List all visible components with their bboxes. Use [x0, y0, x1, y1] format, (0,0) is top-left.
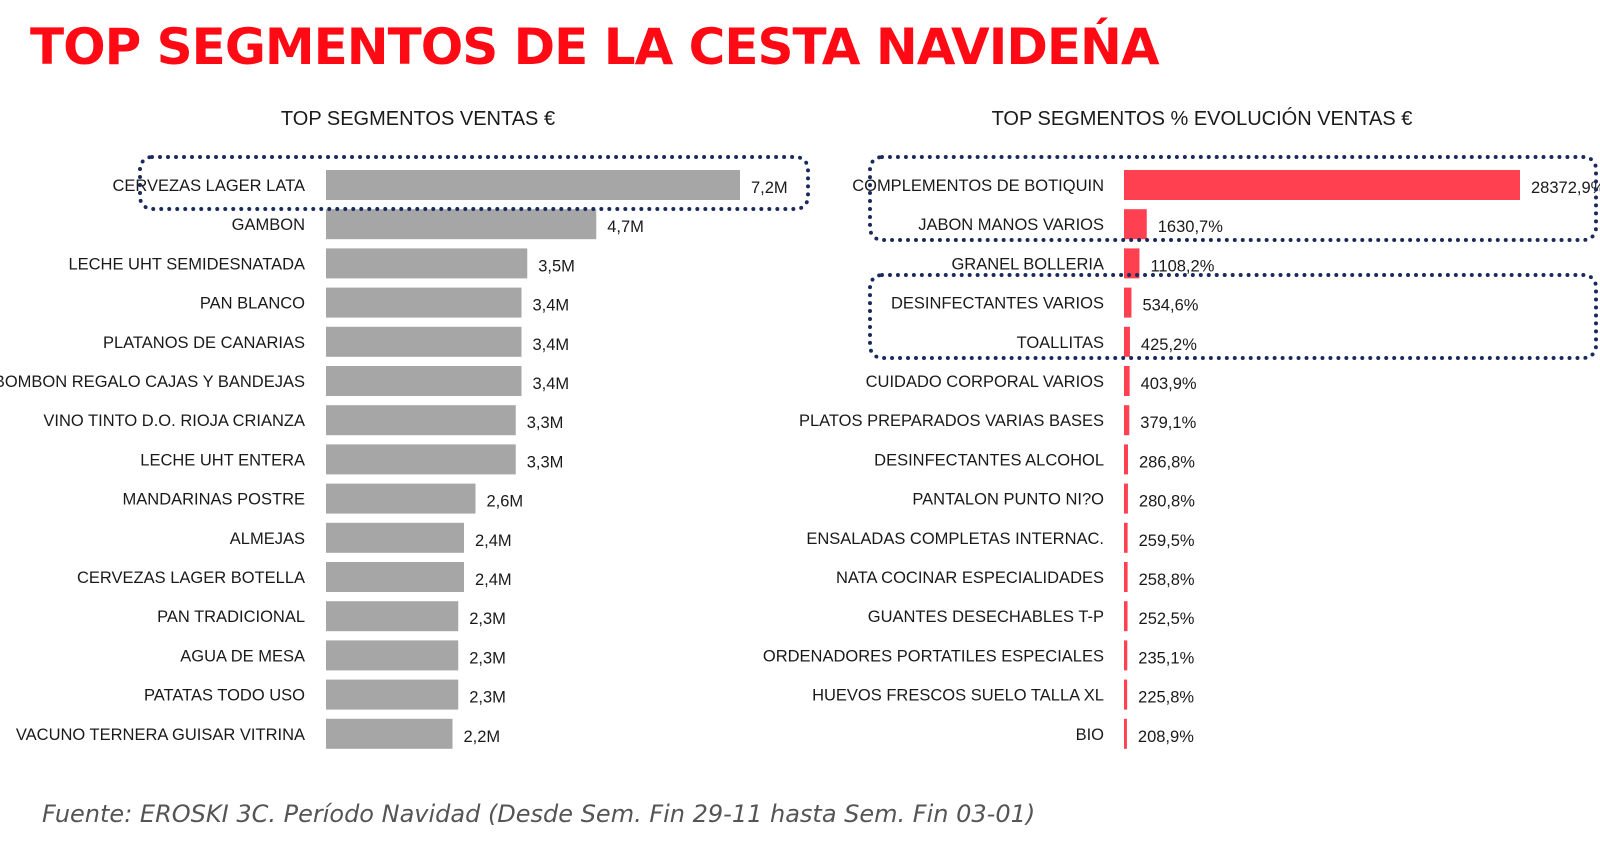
- category-label: ORDENADORES PORTATILES ESPECIALES: [763, 647, 1104, 665]
- page-title: TOP SEGMENTOS DE LA CESTA NAVIDEŃA: [30, 18, 1160, 76]
- category-label: LECHE UHT ENTERA: [140, 451, 305, 469]
- value-label: 2,6M: [487, 493, 524, 511]
- category-label: LECHE UHT SEMIDESNATADA: [68, 255, 305, 273]
- bar: [1124, 718, 1127, 749]
- bar: [1124, 209, 1147, 240]
- value-label: 1108,2%: [1150, 257, 1214, 275]
- growth-bar-chart: COMPLEMENTOS DE BOTIQUIN 28372,9% JABON MA…: [763, 170, 1600, 749]
- bar: [326, 248, 528, 279]
- category-label: CERVEZAS LAGER BOTELLA: [77, 569, 305, 587]
- category-label: GAMBON: [232, 216, 305, 234]
- value-label: 259,5%: [1139, 532, 1195, 550]
- category-label: ENSALADAS COMPLETAS INTERNAC.: [806, 530, 1104, 548]
- sales-bar-chart: CERVEZAS LAGER LATA 7,2M GAMBON 4,7M LECHE U…: [0, 170, 788, 749]
- bar: [326, 640, 459, 671]
- category-label: HUEVOS FRESCOS SUELO TALLA XL: [812, 687, 1104, 705]
- value-label: 403,9%: [1141, 375, 1197, 393]
- category-label: JABON MANOS VARIOS: [918, 216, 1104, 234]
- category-label: COMPLEMENTOS DE BOTIQUIN: [852, 177, 1104, 195]
- category-label: CERVEZAS LAGER LATA: [112, 177, 305, 195]
- category-label: ALMEJAS: [230, 530, 305, 548]
- category-label: TOALLITAS: [1017, 334, 1104, 352]
- category-label: BOMBON REGALO CAJAS Y BANDEJAS: [0, 373, 305, 391]
- bar: [1124, 601, 1128, 632]
- category-label: DESINFECTANTES VARIOS: [891, 295, 1104, 313]
- bar: [1124, 248, 1140, 279]
- value-label: 252,5%: [1139, 610, 1195, 628]
- value-label: 7,2M: [751, 179, 788, 197]
- category-label: VINO TINTO D.O. RIOJA CRIANZA: [43, 412, 305, 430]
- bar: [1124, 366, 1130, 396]
- value-label: 2,3M: [469, 610, 506, 628]
- bar: [326, 679, 459, 710]
- bar: [1124, 640, 1128, 671]
- value-label: 286,8%: [1139, 453, 1195, 471]
- value-label: 225,8%: [1138, 689, 1194, 707]
- category-label: VACUNO TERNERA GUISAR VITRINA: [16, 726, 305, 744]
- highlight-frame: [138, 155, 810, 211]
- bar: [326, 718, 453, 749]
- bar: [1124, 444, 1129, 475]
- category-label: PANTALON PUNTO NI?O: [912, 491, 1104, 509]
- bar: [326, 483, 476, 514]
- category-label: GRANEL BOLLERIA: [951, 255, 1104, 273]
- value-label: 534,6%: [1142, 297, 1198, 315]
- value-label: 1630,7%: [1158, 218, 1223, 236]
- bar: [1124, 522, 1128, 553]
- bar: [326, 444, 516, 475]
- value-label: 3,5M: [538, 257, 575, 275]
- source-note: Fuente: EROSKI 3C. Período Navidad (Desd…: [42, 800, 1036, 828]
- value-label: 280,8%: [1139, 493, 1195, 511]
- value-label: 425,2%: [1141, 336, 1197, 354]
- highlight-frame: [868, 155, 1598, 243]
- category-label: PLATOS PREPARADOS VARIAS BASES: [799, 412, 1104, 430]
- value-label: 235,1%: [1138, 649, 1194, 667]
- value-label: 3,4M: [533, 375, 570, 393]
- value-label: 2,4M: [475, 532, 512, 550]
- value-label: 3,4M: [533, 336, 570, 354]
- bar: [1124, 287, 1132, 318]
- bar: [326, 522, 464, 553]
- category-label: MANDARINAS POSTRE: [123, 491, 305, 509]
- bar: [326, 170, 740, 200]
- bar: [326, 601, 459, 632]
- value-label: 258,8%: [1139, 571, 1195, 589]
- bar: [1124, 562, 1128, 592]
- bar: [1124, 170, 1520, 200]
- bar: [326, 366, 522, 396]
- bar: [1124, 405, 1130, 436]
- left-chart-title: TOP SEGMENTOS VENTAS €: [280, 108, 556, 130]
- value-label: 3,3M: [527, 453, 564, 471]
- value-label: 2,4M: [475, 571, 512, 589]
- category-label: PATATAS TODO USO: [144, 687, 305, 705]
- bar: [326, 405, 516, 436]
- bar: [1124, 483, 1128, 514]
- category-label: PAN BLANCO: [200, 295, 305, 313]
- value-label: 2,3M: [469, 689, 506, 707]
- value-label: 28372,9%: [1531, 179, 1600, 197]
- category-label: DESINFECTANTES ALCOHOL: [874, 451, 1104, 469]
- value-label: 3,4M: [533, 297, 570, 315]
- right-chart-title: TOP SEGMENTOS % EVOLUCIÓN VENTAS €: [991, 108, 1413, 130]
- value-label: 4,7M: [607, 218, 644, 236]
- category-label: GUANTES DESECHABLES T-P: [868, 608, 1104, 626]
- category-label: NATA COCINAR ESPECIALIDADES: [836, 569, 1104, 587]
- bar: [326, 562, 464, 592]
- category-label: AGUA DE MESA: [180, 647, 305, 665]
- category-label: PLATANOS DE CANARIAS: [103, 334, 305, 352]
- bar: [326, 326, 522, 357]
- value-label: 379,1%: [1140, 414, 1196, 432]
- bar: [1124, 679, 1128, 710]
- value-label: 2,3M: [469, 649, 506, 667]
- value-label: 3,3M: [527, 414, 564, 432]
- value-label: 2,2M: [464, 728, 501, 746]
- bar: [1124, 326, 1130, 357]
- value-label: 208,9%: [1138, 728, 1194, 746]
- bar: [326, 287, 522, 318]
- category-label: PAN TRADICIONAL: [157, 608, 305, 626]
- bar: [326, 209, 597, 240]
- category-label: CUIDADO CORPORAL VARIOS: [866, 373, 1104, 391]
- highlight-frame: [868, 272, 1598, 360]
- category-label: BIO: [1076, 726, 1105, 744]
